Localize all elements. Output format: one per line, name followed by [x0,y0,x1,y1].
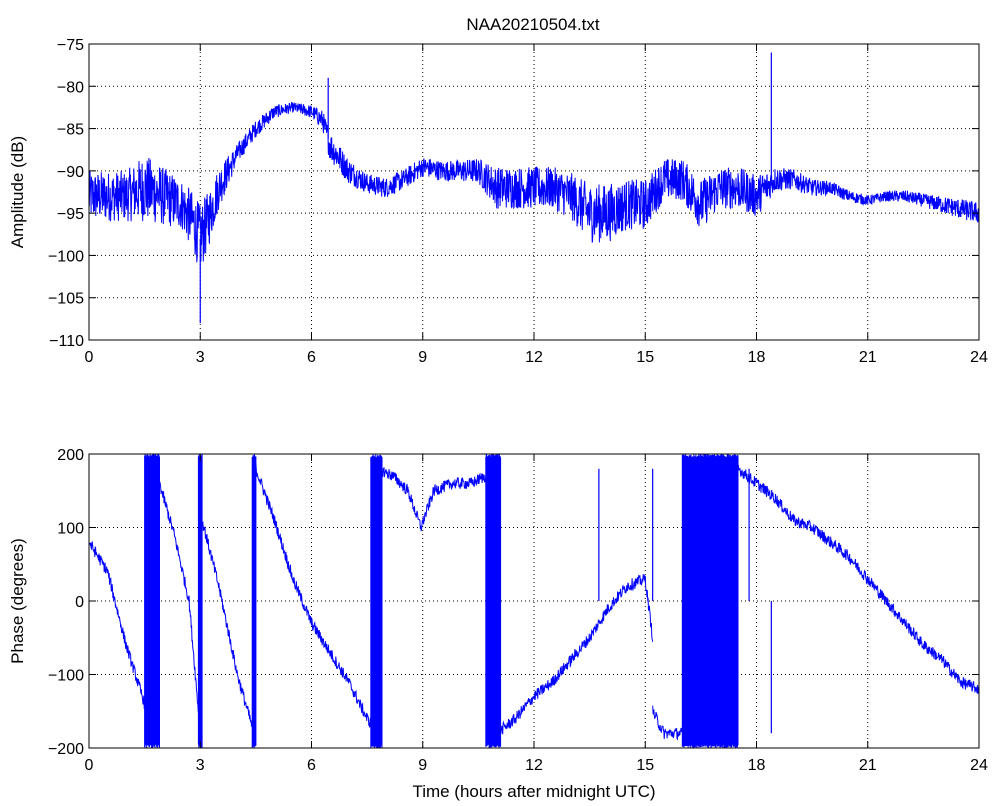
phase-xtick-label: 18 [748,757,766,774]
phase-wrap-band [485,454,502,748]
phase-ylabel: Phase (degrees) [8,538,27,664]
amplitude-grid [89,44,979,340]
phase-ytick-label: 0 [75,594,84,611]
amplitude-xtick-label: 9 [418,349,427,366]
phase-xlabel: Time (hours after midnight UTC) [412,782,655,801]
phase-xtick-label: 9 [418,757,427,774]
phase-wrap-band [370,454,383,748]
amplitude-xtick-label: 3 [196,349,205,366]
amplitude-series [88,52,980,324]
phase-wrap-band [144,454,160,748]
phase-ytick-label: −100 [48,668,84,685]
amplitude-xtick-label: 0 [85,349,94,366]
amplitude-ytick-label: −95 [57,206,84,223]
phase-line [255,463,379,739]
amplitude-ytick-label: −100 [48,248,84,265]
phase-xtick-label: 0 [85,757,94,774]
phase-xtick-label: 6 [307,757,316,774]
amplitude-ylabel: Amplitude (dB) [8,136,27,248]
amplitude-xtick-label: 24 [970,349,988,366]
phase-line [652,705,683,741]
phase-xtick-label: 12 [525,757,543,774]
phase-ytick-label: 100 [57,521,84,538]
phase-line [377,463,487,532]
phase-xtick-label: 24 [970,757,988,774]
phase-ytick-label: −200 [48,741,84,758]
amplitude-xtick-label: 21 [859,349,877,366]
chart-title: NAA20210504.txt [466,15,600,34]
amplitude-plot: NAA20210504.txt 0 3 6 9 12 15 18 21 24 −110 −105 −1… [8,15,988,366]
phase-wrap-band [681,454,739,748]
amplitude-ticks: 0 3 6 9 12 15 18 21 24 −110 −105 −100 −95 −90 −85 −80 −7… [48,37,988,366]
phase-line [737,464,980,694]
phase-xtick-label: 3 [196,757,205,774]
amplitude-xtick-label: 18 [748,349,766,366]
amplitude-xtick-label: 15 [636,349,654,366]
amplitude-ytick-label: −90 [57,164,84,181]
amplitude-ytick-label: −85 [57,122,84,139]
phase-series [88,454,980,748]
phase-line [201,521,255,734]
phase-wrap-band [197,454,203,748]
amplitude-ytick-label: −75 [57,37,84,54]
amplitude-ytick-label: −110 [49,333,84,350]
phase-wrap-band [251,454,257,748]
amplitude-ytick-label: −80 [57,79,84,96]
phase-ticks: 0 3 6 9 12 15 18 21 24 −200 −100 0 100 200 [48,447,988,774]
amplitude-xtick-label: 12 [525,349,543,366]
phase-xtick-label: 21 [859,757,877,774]
phase-line [496,574,654,737]
phase-plot: 0 3 6 9 12 15 18 21 24 −200 −100 0 100 200 Phase (deg… [8,447,988,801]
phase-xtick-label: 15 [636,757,654,774]
amplitude-line [88,101,980,263]
amplitude-xtick-label: 6 [307,349,316,366]
phase-line [159,481,201,734]
amplitude-ytick-label: −105 [48,291,84,308]
phase-ytick-label: 200 [57,447,84,464]
